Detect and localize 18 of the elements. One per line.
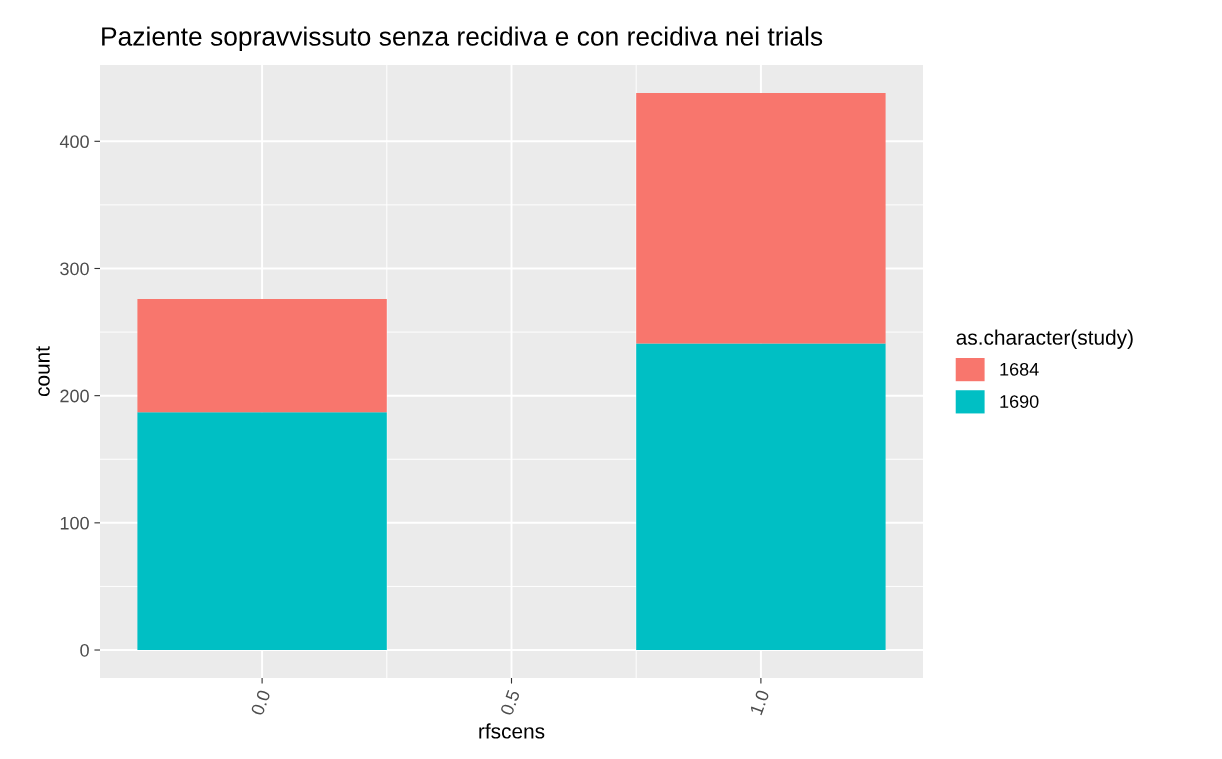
- legend-label: 1684: [1000, 362, 1039, 376]
- legend-title: as.character(study): [956, 329, 1133, 349]
- x-tick-label: 0.5: [499, 689, 521, 716]
- y-tick-label: 300: [60, 262, 89, 276]
- legend-label: 1690: [1000, 395, 1039, 408]
- x-tick-label: 1.0: [749, 689, 770, 716]
- bar: [636, 343, 886, 651]
- bar: [137, 412, 387, 651]
- y-tick-label: 100: [60, 516, 89, 530]
- x-axis-title: rfscens: [479, 723, 545, 739]
- bar: [636, 92, 886, 344]
- y-tick-label: 200: [60, 389, 89, 403]
- y-tick-label: 0: [80, 643, 89, 657]
- chart-title: Paziente sopravvissuto senza recidiva e con recidiva nei trials: [102, 26, 823, 52]
- y-tick-label: 400: [59, 135, 89, 149]
- y-axis-title: count: [36, 346, 50, 397]
- bar: [137, 299, 387, 413]
- x-tick-label: 0.0: [250, 689, 271, 716]
